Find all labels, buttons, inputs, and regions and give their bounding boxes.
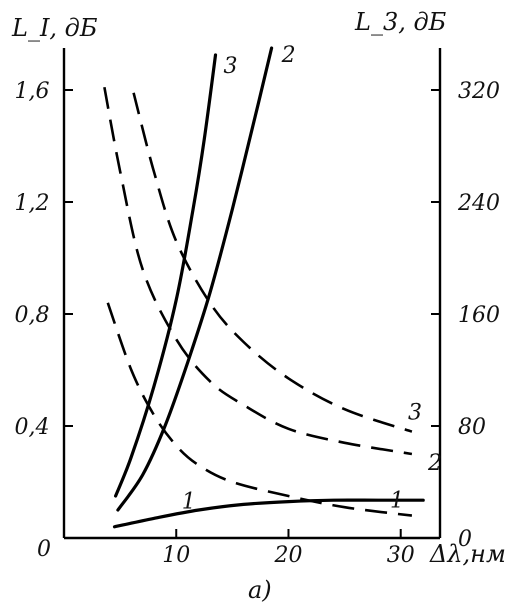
x-axis-title: Δλ,нм [429, 540, 506, 568]
left-tick-label: 1,2 [15, 191, 50, 216]
right-ticks: 0 80 160 240 320 [431, 79, 500, 552]
left-ticks: 0 0,4 0,8 1,2 1,6 [15, 79, 73, 562]
left-tick-label: 0 [37, 537, 51, 562]
right-tick-label: 320 [458, 79, 500, 104]
series-3-solid-line [114, 53, 218, 498]
series-2-solid-line [116, 46, 274, 512]
left-tick-label: 1,6 [15, 79, 50, 104]
series-1-dashed-label: 1 [390, 489, 404, 514]
x-tick-label: 20 [273, 543, 302, 568]
series-3-dashed-line [132, 92, 413, 433]
x-tick-label: 30 [387, 543, 415, 568]
right-tick-label: 80 [458, 415, 486, 440]
series-3-solid-label: 3 [224, 54, 238, 79]
series-2-dashed-label: 2 [427, 451, 442, 476]
right-axis-title: L_3, дБ [354, 8, 447, 36]
series-2-solid-label: 2 [281, 43, 296, 68]
series-1-dashed-line [106, 302, 413, 517]
left-tick-label: 0,8 [15, 303, 50, 328]
right-tick-label: 240 [457, 191, 500, 216]
x-ticks: 10 20 30 [162, 529, 415, 568]
left-tick-label: 0,4 [15, 415, 50, 440]
series-3-dashed-label: 3 [408, 401, 422, 426]
series-1-solid-line [112, 498, 425, 529]
series-2-dashed-line [103, 86, 413, 456]
x-tick-label: 10 [162, 543, 190, 568]
right-tick-label: 0 [458, 527, 472, 552]
left-axis-title: L_I, дБ [11, 14, 98, 42]
chart-caption: a) [248, 576, 272, 604]
series-1-solid-label: 1 [182, 489, 196, 514]
right-tick-label: 160 [458, 303, 500, 328]
